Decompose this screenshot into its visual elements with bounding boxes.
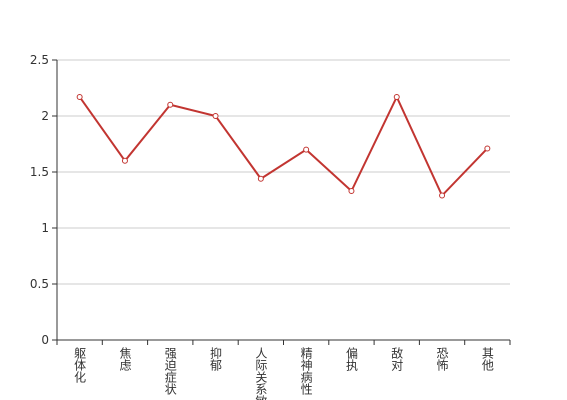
y-tick-label: 2.5 xyxy=(30,53,49,67)
x-tick-label: 焦虑 xyxy=(118,347,132,371)
point xyxy=(257,175,264,182)
y-tick-label: 2 xyxy=(41,109,49,123)
y-tick-label: 0.5 xyxy=(30,277,49,291)
y-tick-label: 0 xyxy=(41,333,49,347)
x-tick-label: 其他 xyxy=(480,347,494,371)
point xyxy=(439,192,446,199)
point xyxy=(393,93,400,100)
x-tick-label: 强迫症状 xyxy=(163,347,177,395)
x-tick-label: 偏执 xyxy=(344,346,358,372)
point xyxy=(348,188,355,195)
x-tick-label: 敌对 xyxy=(390,346,404,371)
x-tick-label: 精神病性 xyxy=(299,347,313,396)
x-tick-label: 人际关系敏感 xyxy=(254,347,268,400)
x-tick-label: 躯体化 xyxy=(73,346,87,384)
point xyxy=(484,145,491,152)
point xyxy=(212,113,219,119)
x-tick-label: 抑郁 xyxy=(209,346,223,372)
point xyxy=(76,93,83,100)
point xyxy=(303,146,310,153)
line xyxy=(78,94,489,198)
point xyxy=(167,101,174,108)
point xyxy=(121,157,128,164)
y-tick-label: 1.5 xyxy=(30,165,49,179)
x-tick-label: 恐怖 xyxy=(435,347,449,371)
y-tick-label: 1 xyxy=(41,221,49,235)
